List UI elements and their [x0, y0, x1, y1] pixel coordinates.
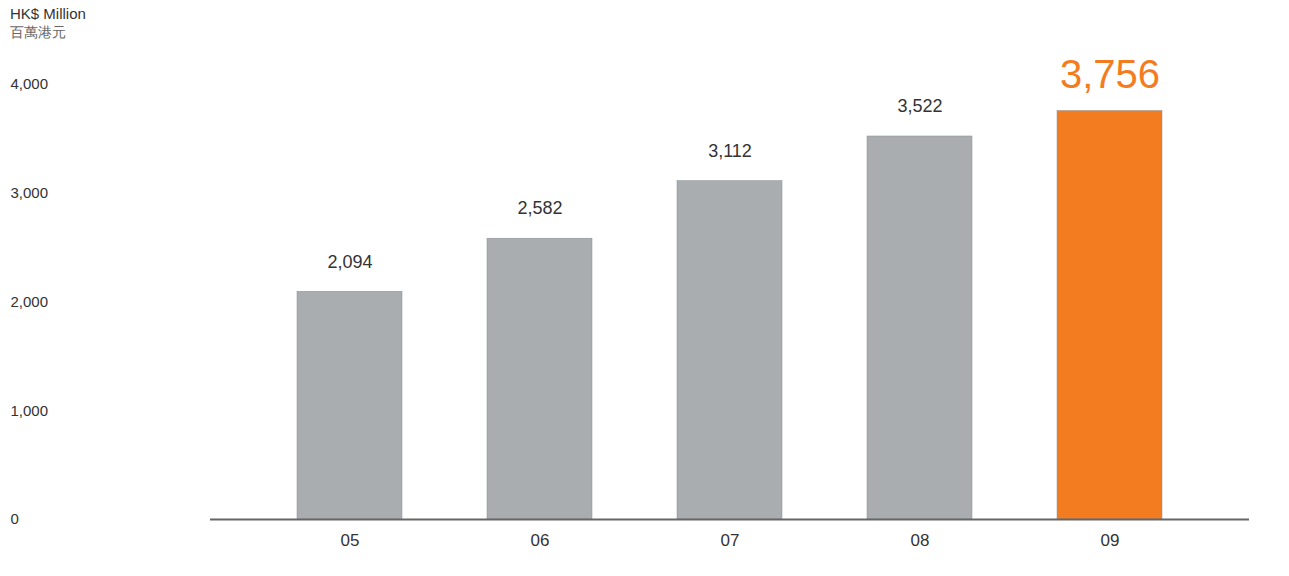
- html-text:HK$ Million: HK$ Million: [10, 5, 86, 22]
- svg-text:06: 06: [531, 531, 550, 550]
- svg-text:2,582: 2,582: [517, 198, 562, 218]
- html-text:百萬港元: 百萬港元: [10, 24, 66, 40]
- svg-text:09: 09: [1101, 531, 1120, 550]
- svg-text:2,000: 2,000: [11, 293, 49, 310]
- svg-text:3,756: 3,756: [1060, 52, 1160, 96]
- svg-text:1,000: 1,000: [11, 402, 49, 419]
- svg-text:4,000: 4,000: [11, 75, 49, 92]
- svg-text:3,522: 3,522: [897, 96, 942, 116]
- svg-text:3,112: 3,112: [708, 141, 752, 161]
- svg-text:3,000: 3,000: [11, 184, 49, 201]
- svg-text:07: 07: [721, 531, 740, 550]
- svg-text:0: 0: [11, 510, 19, 527]
- svg-text:2,094: 2,094: [327, 252, 372, 272]
- svg-text:05: 05: [341, 531, 360, 550]
- svg-text:08: 08: [911, 531, 930, 550]
